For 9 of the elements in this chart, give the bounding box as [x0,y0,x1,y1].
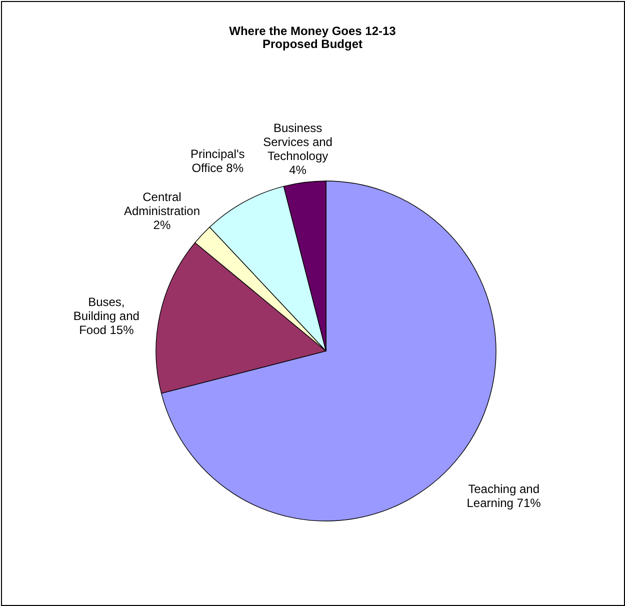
slice-label: Principal's Office 8% [190,146,245,175]
slice-label: Business Services and Technology [263,120,332,163]
chart-subtitle: Proposed Budget [262,37,363,51]
slice-label: Central Administration [124,190,200,218]
slice-label: Teaching and Learning 71% [466,482,542,510]
chart-title: Where the Money Goes 12-13 [229,24,396,38]
data-label: 2% [153,218,171,232]
slice-label: Buses, Building and Food 15% [73,294,140,337]
data-label: 4% [289,162,307,177]
